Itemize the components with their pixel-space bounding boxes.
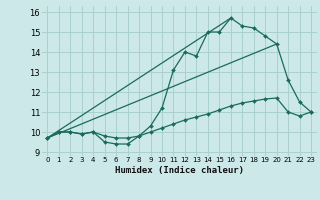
X-axis label: Humidex (Indice chaleur): Humidex (Indice chaleur) [115,166,244,175]
